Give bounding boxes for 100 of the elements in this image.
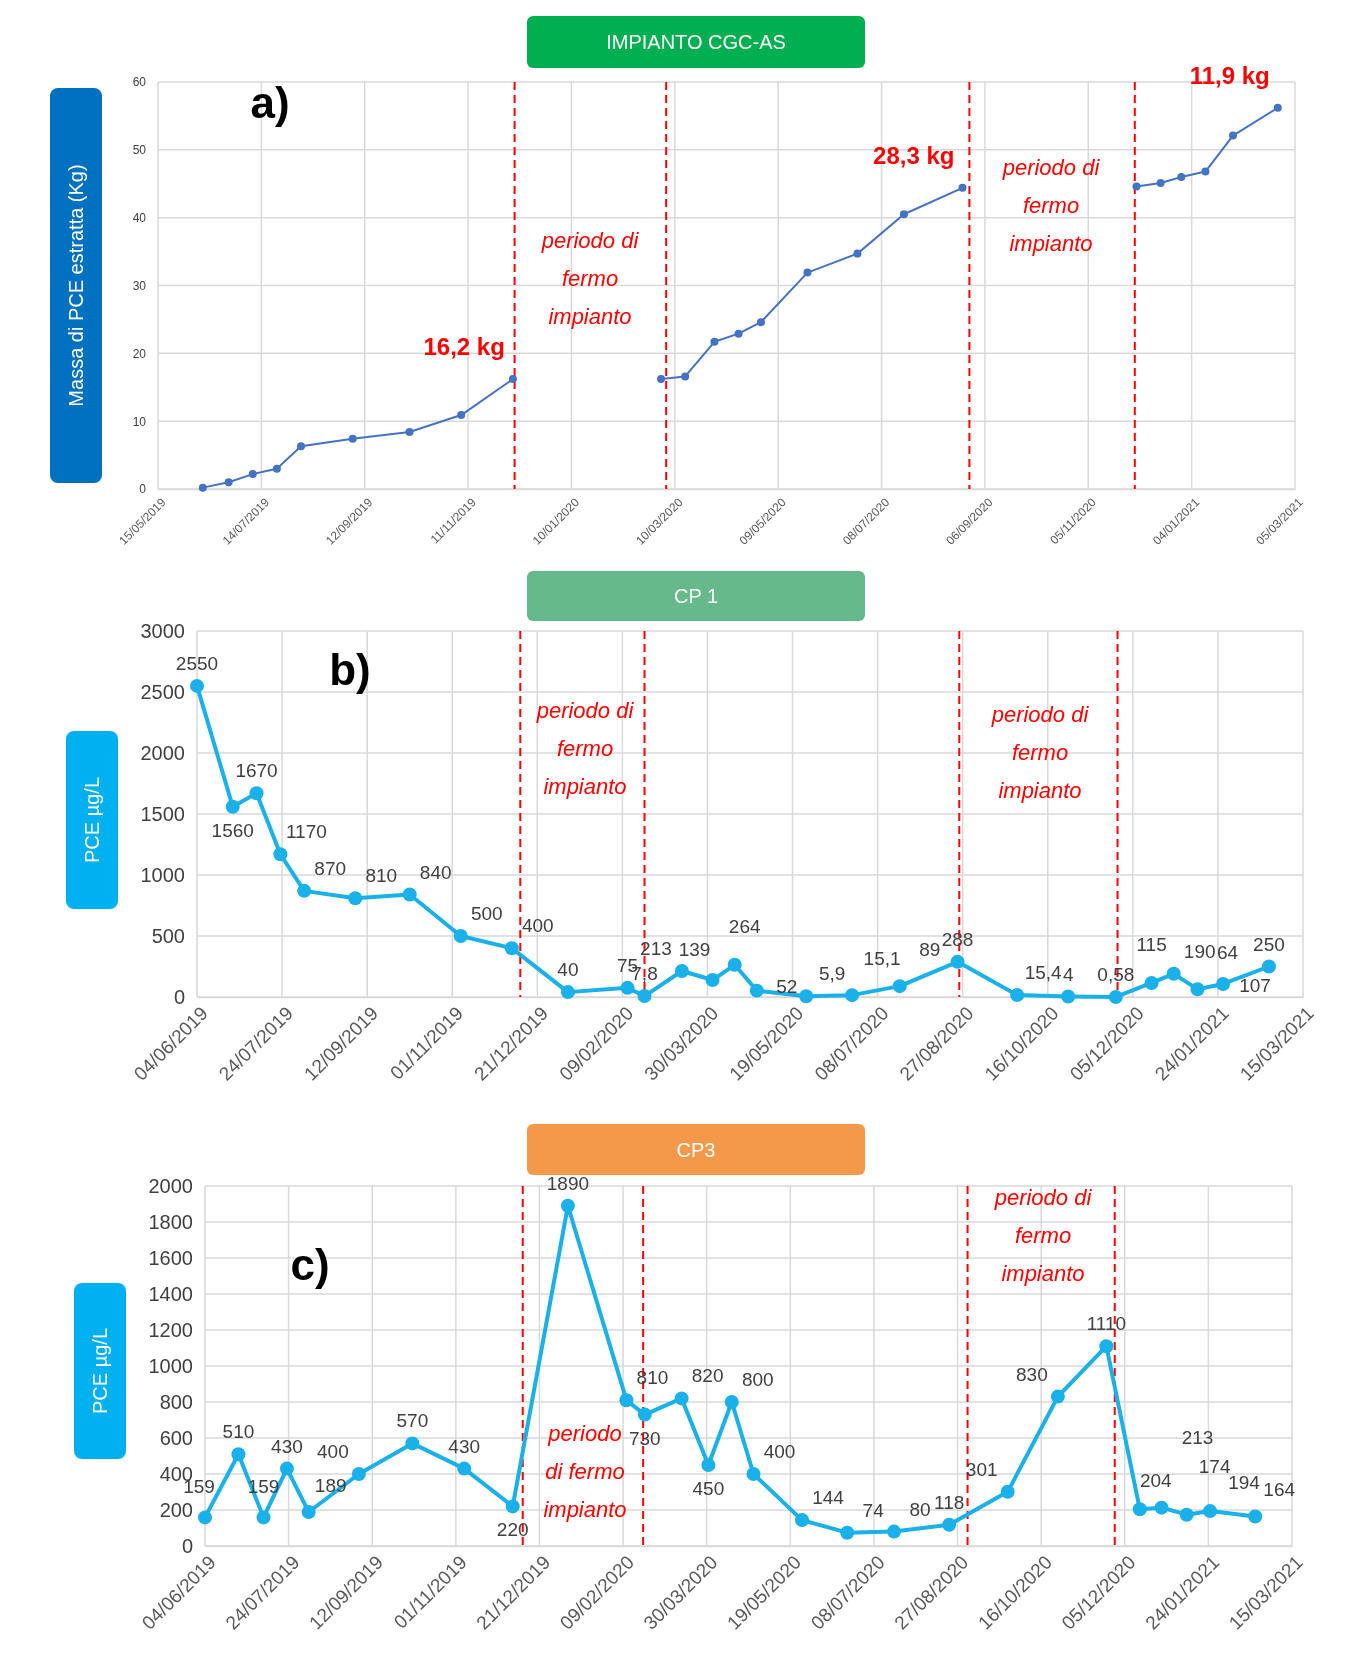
point	[348, 891, 363, 906]
point	[190, 678, 204, 693]
y-tick-label: 1800	[148, 1210, 193, 1233]
data-label: 80	[909, 1498, 931, 1520]
y-tick-label: 20	[132, 346, 147, 361]
y-tick-label: 1400	[148, 1282, 193, 1305]
point	[674, 964, 689, 978]
data-label: 301	[965, 1458, 998, 1480]
point	[1190, 982, 1205, 997]
y-tick-label: 2500	[140, 680, 185, 703]
data-label: 213	[640, 938, 672, 960]
point	[674, 1391, 689, 1406]
y-tick-label: 10	[132, 414, 147, 429]
point	[795, 1513, 810, 1528]
data-label: 52	[776, 975, 798, 997]
point	[256, 1510, 271, 1525]
y-axis-title: Massa di PCE estratta (Kg)	[65, 164, 87, 407]
point	[681, 372, 690, 381]
y-tick-label: 600	[159, 1426, 193, 1449]
point	[1179, 1507, 1194, 1522]
data-label: 107	[1239, 974, 1271, 996]
data-label: 89	[919, 939, 941, 961]
point	[1061, 989, 1076, 1004]
data-label: 450	[692, 1478, 725, 1499]
data-label: 204	[1139, 1470, 1173, 1492]
y-tick-label: 60	[132, 75, 147, 90]
annotation: periodo di fermo impianto	[543, 1421, 627, 1522]
data-label: 4	[1062, 963, 1074, 985]
point	[1273, 103, 1282, 112]
y-tick-label: 1600	[148, 1246, 193, 1269]
point	[505, 1499, 520, 1514]
point	[1166, 966, 1181, 981]
point	[560, 1198, 575, 1213]
y-tick-label: 1500	[140, 802, 185, 825]
data-label: 1670	[235, 760, 278, 782]
point	[1216, 976, 1231, 991]
annotation: periodo di fermo impianto	[1001, 155, 1101, 256]
point	[508, 375, 517, 384]
data-label: 430	[448, 1435, 481, 1457]
point	[749, 983, 764, 998]
data-label: 870	[314, 857, 347, 879]
data-label: 500	[470, 903, 503, 924]
y-tick-label: 40	[132, 211, 147, 226]
point	[198, 483, 207, 492]
y-tick-label: 2000	[140, 741, 185, 764]
point	[1144, 975, 1159, 990]
data-label: 220	[496, 1519, 529, 1541]
point	[402, 887, 417, 902]
data-label: 64	[1216, 942, 1239, 964]
data-label: 400	[763, 1441, 796, 1462]
point	[799, 989, 814, 1004]
point	[619, 1393, 634, 1408]
point	[840, 1525, 855, 1540]
point	[224, 478, 233, 487]
y-tick-label: 500	[151, 924, 185, 947]
data-label: 820	[691, 1365, 724, 1387]
data-label: 810	[636, 1367, 669, 1389]
data-label: 510	[222, 1421, 255, 1443]
point	[657, 375, 666, 384]
point	[198, 1510, 212, 1525]
point	[1132, 1502, 1147, 1517]
point	[1261, 959, 1276, 974]
point	[1108, 989, 1123, 1004]
data-label: 400	[317, 1441, 349, 1462]
point	[637, 1407, 652, 1422]
point	[348, 434, 357, 443]
data-label: 1890	[546, 1172, 590, 1194]
point	[710, 337, 719, 346]
data-label: 400	[521, 915, 554, 937]
data-label: 190	[1183, 940, 1216, 962]
point	[1228, 131, 1237, 140]
data-label: 288	[941, 928, 974, 950]
annotation: periodo di fermo impianto	[535, 698, 635, 799]
point	[1177, 172, 1186, 181]
data-label: 810	[365, 865, 398, 887]
data-label: 430	[271, 1435, 303, 1457]
point	[560, 985, 575, 1000]
point	[942, 1517, 957, 1532]
chart-title: CP 1	[673, 585, 719, 607]
annotation: periodo di fermo impianto	[990, 702, 1090, 803]
annotation: c)	[290, 1240, 330, 1289]
data-label: 1170	[285, 821, 327, 843]
point	[1154, 1500, 1169, 1515]
point	[1201, 167, 1210, 176]
point	[297, 883, 312, 898]
point	[225, 799, 240, 814]
point	[405, 428, 414, 437]
point	[1010, 988, 1025, 1003]
point	[231, 1447, 246, 1462]
chart-title: IMPIANTO CGC-AS	[606, 31, 786, 53]
point	[296, 442, 305, 451]
point	[301, 1504, 316, 1519]
data-label: 0,58	[1097, 963, 1135, 985]
annotation: periodo di fermo impianto	[540, 228, 640, 329]
point	[279, 1461, 294, 1476]
point	[248, 470, 257, 479]
point	[853, 249, 862, 258]
point	[405, 1436, 420, 1451]
point	[457, 1461, 472, 1476]
y-tick-label: 1200	[148, 1318, 193, 1341]
